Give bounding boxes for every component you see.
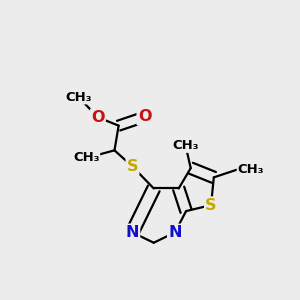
Text: N: N xyxy=(125,225,139,240)
Text: CH₃: CH₃ xyxy=(73,152,100,164)
Text: O: O xyxy=(91,110,105,125)
Text: S: S xyxy=(205,198,217,213)
Text: N: N xyxy=(168,225,182,240)
Text: S: S xyxy=(127,159,138,174)
Text: CH₃: CH₃ xyxy=(237,163,264,176)
Text: CH₃: CH₃ xyxy=(65,91,92,104)
Text: CH₃: CH₃ xyxy=(172,139,199,152)
Text: O: O xyxy=(138,109,151,124)
